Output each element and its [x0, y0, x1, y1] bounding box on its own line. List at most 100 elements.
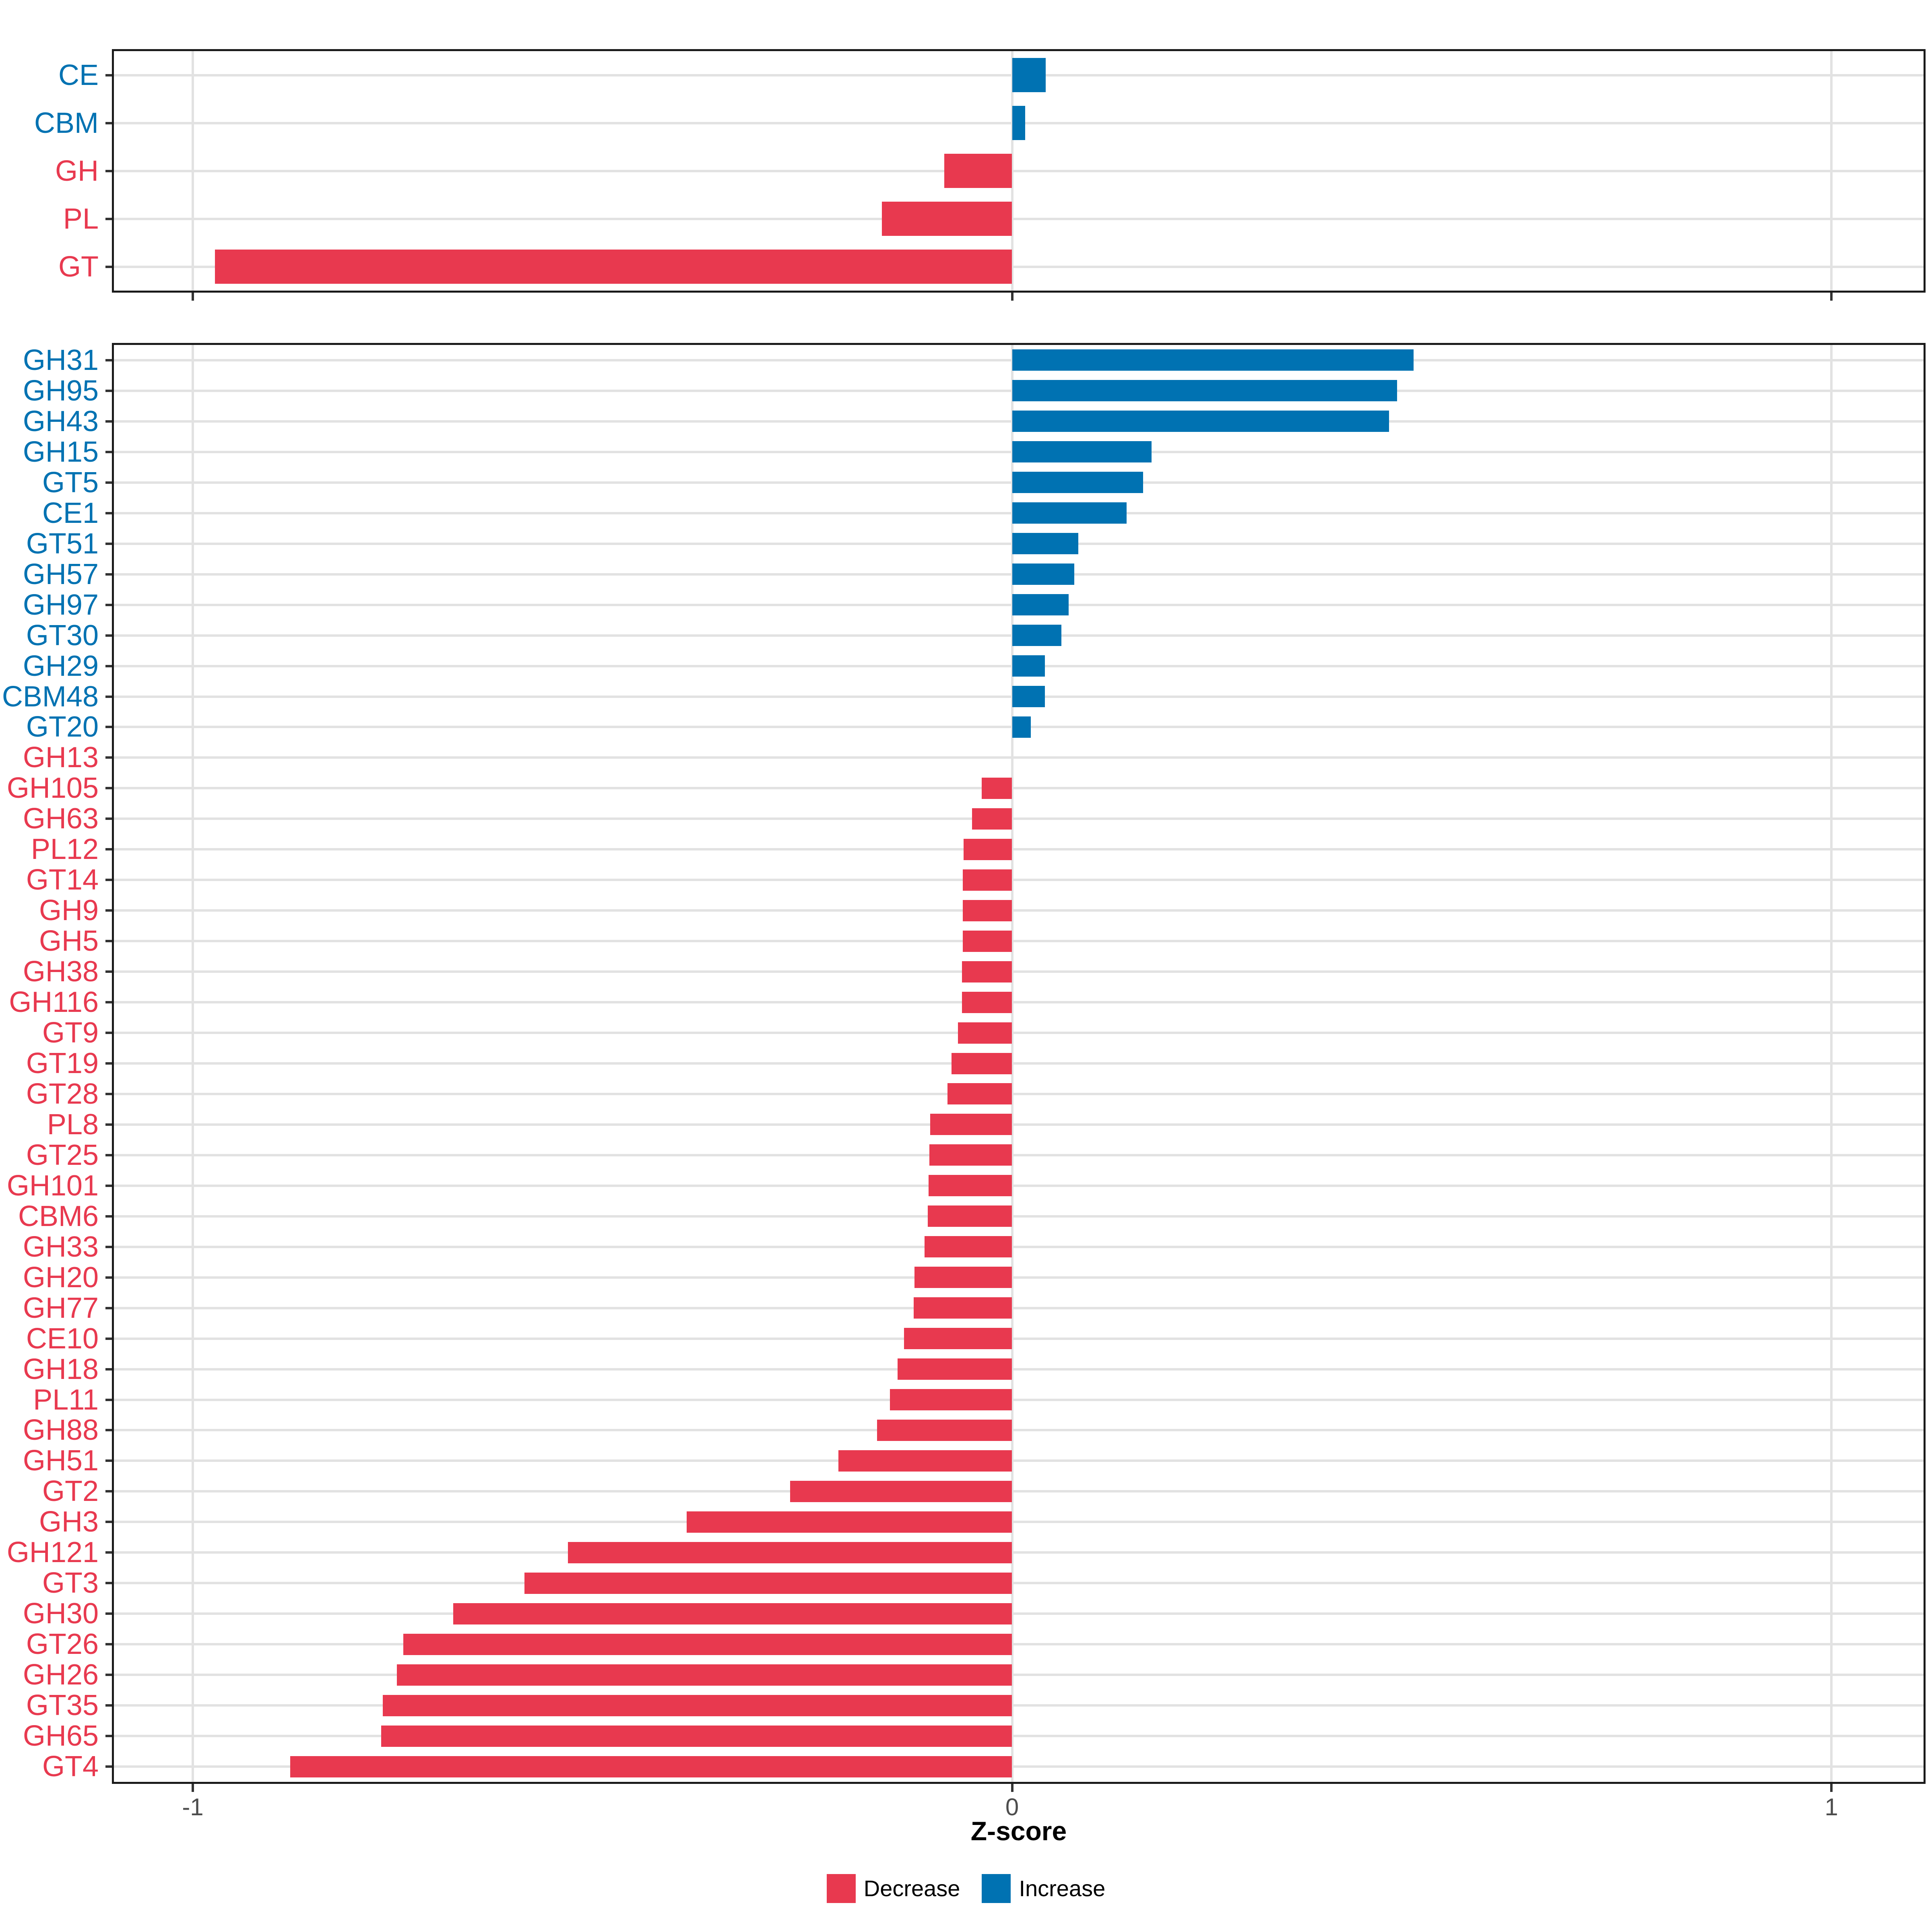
y-axis-label: GT4 — [42, 1750, 99, 1783]
y-gridline — [114, 1062, 1924, 1065]
legend-item-decrease: Decrease — [826, 1874, 960, 1903]
y-axis-tick — [105, 1215, 112, 1218]
bar — [838, 1450, 1012, 1472]
bar — [1012, 533, 1079, 555]
y-gridline — [114, 879, 1924, 881]
y-axis-label: GT26 — [26, 1628, 99, 1661]
y-axis-label: GH116 — [9, 986, 99, 1019]
y-gridline — [114, 1154, 1924, 1156]
y-axis-label: GH15 — [23, 436, 99, 468]
y-axis-tick — [105, 1307, 112, 1309]
y-axis-label: GH29 — [23, 650, 99, 682]
y-axis-tick — [105, 1032, 112, 1034]
y-gridline — [114, 1215, 1924, 1218]
y-axis-label: GH13 — [23, 741, 99, 774]
panel-cazyme-classes: CE CBM GH PL GT — [34, 49, 1926, 293]
y-gridline — [114, 1092, 1924, 1095]
y-axis-label: GH97 — [23, 588, 99, 621]
bar — [453, 1603, 1012, 1624]
bar — [890, 1389, 1012, 1411]
y-axis-label: GT30 — [26, 619, 99, 652]
bar — [877, 1419, 1012, 1441]
y-axis-tick — [105, 1735, 112, 1738]
y-axis-tick — [105, 359, 112, 361]
bar — [963, 900, 1012, 921]
panel-cazyme-families: GH31 GH95 GH43 GH15 GT5 CE1 GT51 GH57 GH97 GT30 GH… — [2, 343, 1926, 1784]
y-gridline — [114, 1184, 1924, 1187]
y-gridline — [114, 265, 1924, 268]
y-gridline — [114, 1276, 1924, 1279]
bar — [568, 1542, 1012, 1563]
y-axis-label: CE — [58, 59, 99, 91]
bar — [944, 154, 1012, 188]
y-gridline — [114, 1643, 1924, 1646]
bar — [982, 777, 1012, 799]
y-gridline — [114, 1398, 1924, 1401]
x-axis-tick — [1011, 1784, 1013, 1792]
y-axis-label: GT9 — [42, 1017, 99, 1049]
bar — [964, 838, 1012, 860]
y-axis-label: GH18 — [23, 1353, 99, 1385]
y-axis-tick — [105, 1368, 112, 1371]
bar — [914, 1267, 1012, 1288]
bar — [396, 1664, 1012, 1686]
bar — [924, 1236, 1012, 1258]
bar — [929, 1144, 1012, 1166]
bar — [947, 1083, 1012, 1105]
y-gridline — [114, 1307, 1924, 1309]
y-gridline — [114, 1032, 1924, 1034]
y-axis-label: GH95 — [23, 374, 99, 407]
y-axis-tick — [105, 217, 112, 220]
y-axis-label: GH5 — [39, 925, 99, 958]
y-axis-tick — [105, 1398, 112, 1401]
bar — [963, 930, 1012, 952]
y-axis-tick — [105, 787, 112, 790]
y-axis-tick — [105, 665, 112, 667]
bar — [1012, 625, 1061, 646]
y-gridline — [114, 1765, 1924, 1768]
y-gridline — [114, 1459, 1924, 1462]
y-axis-tick — [105, 1582, 112, 1585]
y-gridline — [114, 1368, 1924, 1371]
y-axis-tick — [105, 1184, 112, 1187]
y-axis-tick — [105, 603, 112, 606]
y-axis-tick — [105, 756, 112, 759]
y-axis-label: GH101 — [6, 1169, 99, 1202]
y-axis-label: GT5 — [42, 466, 99, 499]
y-axis-label: GH63 — [23, 803, 99, 835]
y-axis-label: GT14 — [26, 864, 99, 896]
x-axis-tick — [1830, 1784, 1833, 1792]
bar — [914, 1297, 1012, 1319]
y-axis-tick — [105, 695, 112, 698]
y-axis-tick — [105, 1521, 112, 1523]
y-gridline — [114, 1551, 1924, 1554]
y-axis-tick — [105, 122, 112, 124]
y-axis-tick — [105, 74, 112, 76]
y-axis-label: GT35 — [26, 1689, 99, 1722]
bar — [958, 1022, 1012, 1044]
y-axis-label: GH38 — [23, 956, 99, 988]
bar — [1012, 655, 1045, 677]
y-axis-label: CBM — [34, 107, 99, 139]
bar — [963, 869, 1012, 891]
y-axis-tick — [105, 817, 112, 820]
decrease-swatch-icon — [826, 1874, 856, 1903]
y-gridline — [114, 1123, 1924, 1126]
y-axis-tick — [105, 1612, 112, 1615]
x-axis-tick — [1011, 293, 1013, 301]
y-axis-label: GH121 — [6, 1536, 99, 1569]
y-axis-tick — [105, 573, 112, 576]
y-axis-tick — [105, 1062, 112, 1065]
y-gridline — [114, 169, 1924, 172]
bar — [1012, 716, 1031, 738]
bar — [904, 1328, 1012, 1350]
bar — [1012, 686, 1045, 707]
y-gridline — [114, 1490, 1924, 1493]
bar — [897, 1358, 1012, 1380]
y-gridline — [114, 1704, 1924, 1707]
y-axis-tick — [105, 940, 112, 943]
y-axis-tick — [105, 481, 112, 484]
bar — [687, 1511, 1012, 1533]
bar — [930, 1114, 1012, 1135]
bar — [1012, 349, 1414, 371]
